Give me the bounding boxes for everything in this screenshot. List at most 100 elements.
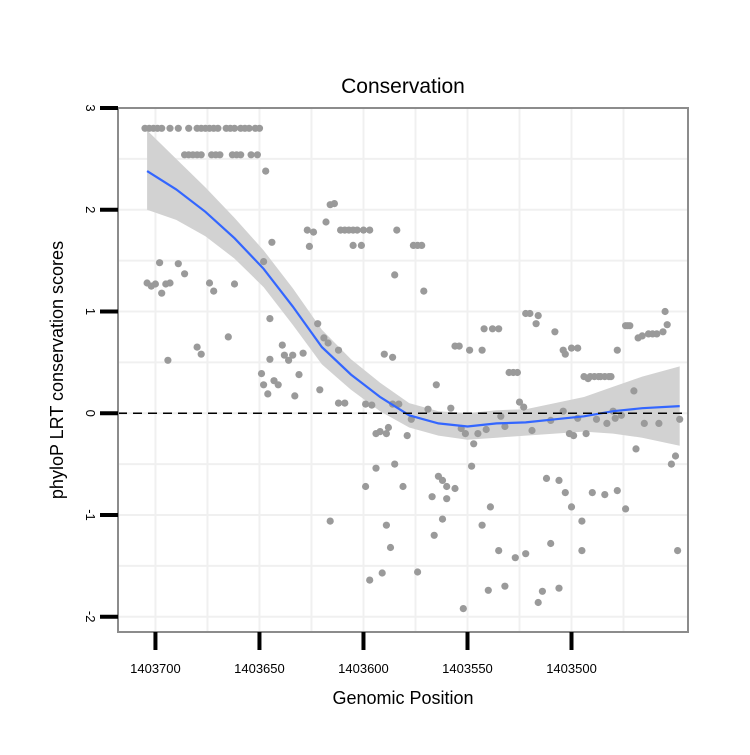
data-point: [526, 309, 534, 318]
data-point: [607, 373, 615, 381]
data-point: [538, 587, 547, 595]
data-point: [613, 346, 621, 354]
data-point: [181, 270, 189, 278]
data-point: [578, 517, 586, 525]
data-point: [378, 569, 386, 577]
data-point: [613, 487, 621, 495]
data-point: [676, 415, 684, 423]
data-point: [158, 124, 166, 132]
data-point: [303, 226, 311, 234]
data-point: [393, 226, 401, 234]
data-point: [432, 381, 440, 389]
data-point: [653, 330, 661, 338]
confidence-band: [147, 130, 680, 446]
data-point: [372, 464, 380, 472]
data-point: [255, 124, 264, 132]
data-point: [314, 320, 322, 328]
smooth-line-group: [146, 170, 680, 428]
data-point: [197, 151, 205, 159]
data-point: [324, 339, 332, 347]
data-point: [555, 584, 563, 592]
data-point: [418, 241, 426, 249]
data-point: [280, 351, 288, 359]
data-point: [274, 381, 282, 389]
data-point: [156, 259, 164, 267]
data-point: [174, 124, 182, 132]
data-point: [386, 543, 395, 552]
data-point: [578, 547, 586, 555]
data-point: [488, 325, 497, 333]
data-point: [495, 547, 503, 555]
data-point: [384, 423, 392, 432]
x-tick-label: 1403600: [338, 661, 389, 676]
data-point: [151, 280, 159, 288]
data-point: [470, 440, 478, 448]
data-point: [368, 401, 376, 409]
data-point: [497, 412, 505, 420]
data-point: [520, 403, 528, 411]
data-point: [326, 517, 334, 525]
data-point: [461, 430, 469, 438]
data-point: [582, 430, 590, 438]
data-point: [366, 576, 374, 584]
data-point: [399, 482, 407, 491]
data-point: [532, 320, 540, 328]
data-point: [305, 242, 313, 250]
data-point: [260, 381, 268, 389]
data-point: [667, 460, 676, 468]
data-point: [214, 124, 222, 132]
data-point: [366, 226, 374, 234]
data-point: [551, 328, 559, 336]
data-point: [334, 346, 343, 354]
data-point: [632, 445, 640, 453]
y-tick-label: -1: [83, 509, 98, 521]
data-point: [495, 325, 503, 333]
data-point: [349, 241, 357, 249]
data-point: [455, 342, 463, 350]
data-point: [193, 343, 201, 351]
x-tick-label: 1403500: [546, 661, 597, 676]
data-point: [428, 493, 436, 501]
data-point: [588, 489, 596, 497]
data-point: [671, 452, 680, 460]
data-point: [640, 419, 648, 427]
data-point: [522, 550, 530, 558]
data-point: [289, 351, 297, 359]
y-tick-label: 2: [83, 206, 98, 213]
data-point: [574, 344, 582, 352]
data-point: [511, 554, 519, 562]
data-point: [459, 605, 467, 613]
x-axis-title: Genomic Position: [332, 688, 473, 708]
panel-border: [117, 107, 689, 633]
data-point: [357, 241, 365, 249]
data-point: [513, 368, 522, 377]
data-point: [474, 430, 482, 438]
data-point: [230, 280, 239, 288]
data-point: [245, 124, 253, 132]
data-point: [330, 200, 338, 208]
data-point: [451, 484, 459, 493]
data-point: [403, 432, 411, 440]
confidence-band-group: [147, 130, 680, 446]
data-point: [414, 568, 422, 576]
data-point: [376, 428, 384, 436]
data-point: [320, 334, 328, 342]
data-point: [555, 476, 563, 484]
data-point: [601, 491, 609, 499]
data-point: [424, 405, 432, 413]
data-points-group: [141, 124, 684, 613]
data-point: [534, 598, 542, 607]
y-tick-label: 0: [83, 410, 98, 417]
data-point: [515, 398, 524, 406]
data-point: [447, 404, 455, 412]
x-tick-label: 1403650: [234, 661, 285, 676]
data-point: [395, 400, 403, 408]
data-point: [391, 271, 399, 279]
data-point: [309, 228, 318, 236]
data-point: [486, 503, 494, 511]
data-point: [341, 399, 349, 407]
data-point: [603, 419, 611, 427]
data-point: [567, 344, 576, 352]
